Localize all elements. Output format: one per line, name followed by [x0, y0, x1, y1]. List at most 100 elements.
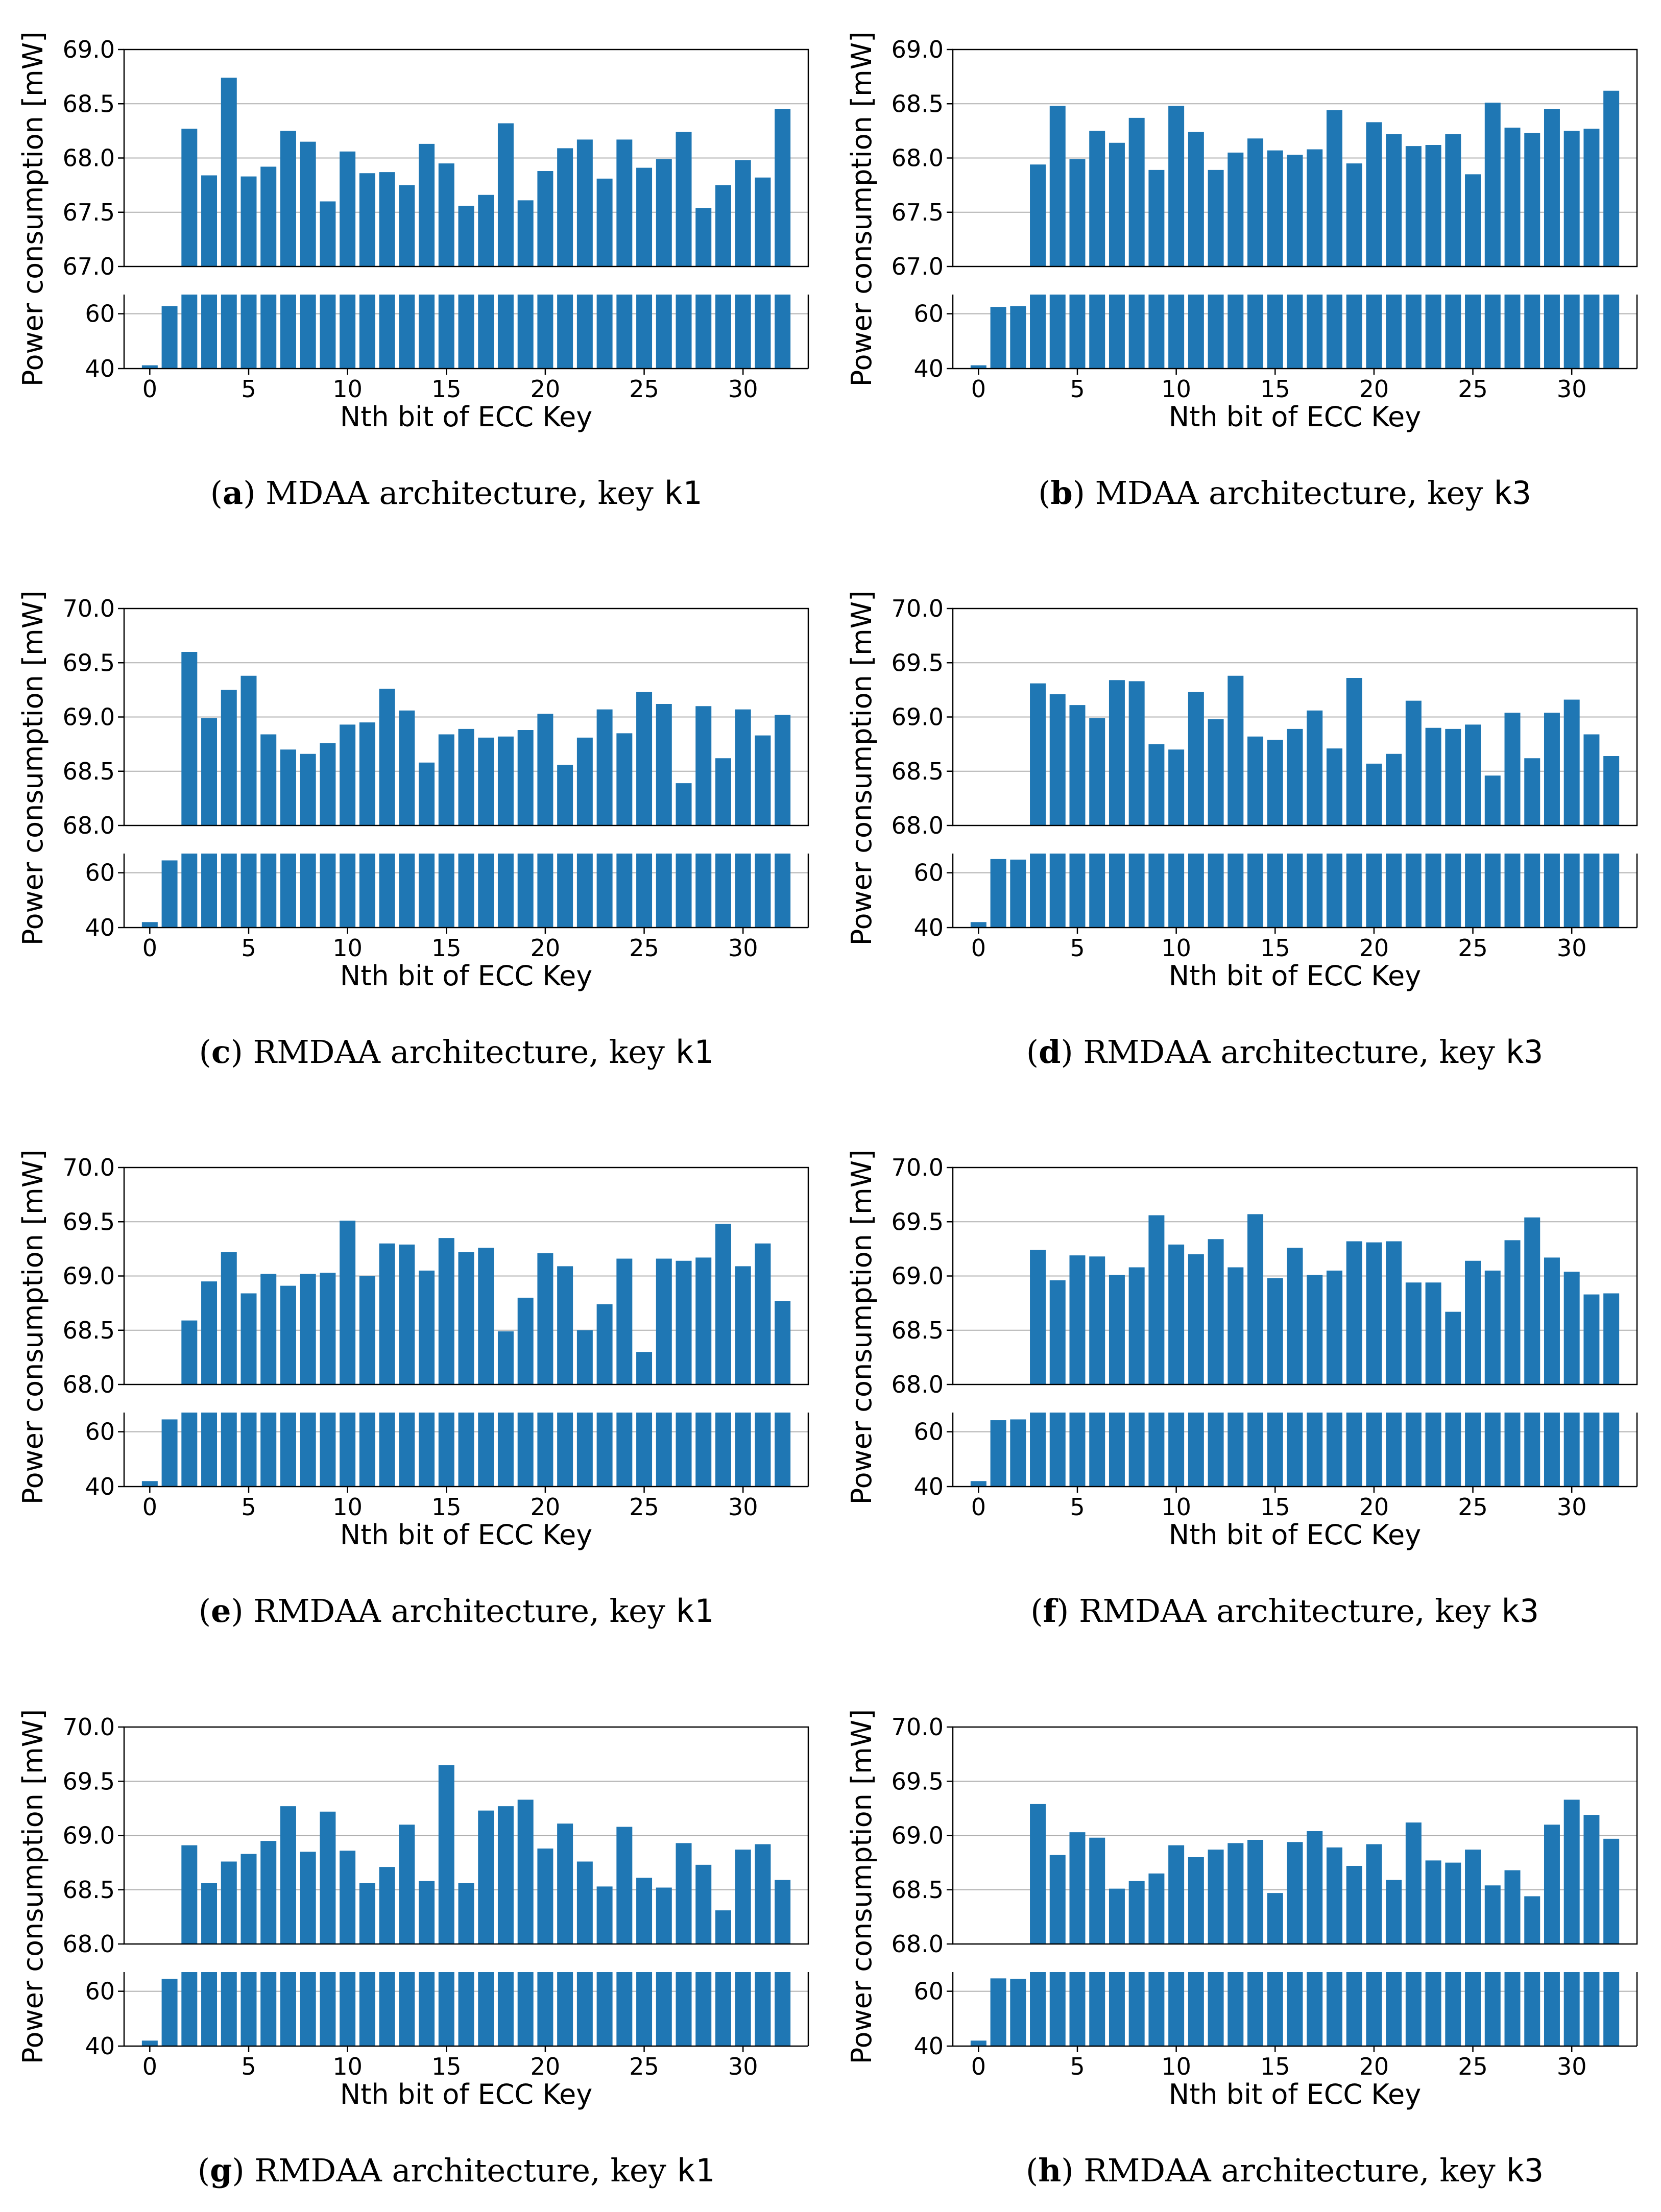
bar-lower — [755, 295, 771, 369]
bar-upper — [537, 1253, 553, 1384]
y-tick-label: 60 — [85, 859, 115, 887]
caption-letter: f — [1043, 1592, 1058, 1630]
bar-lower — [438, 1972, 454, 2046]
bar-upper — [399, 1244, 415, 1384]
bar-upper — [497, 1806, 514, 1944]
x-tick-label: 5 — [1070, 375, 1085, 403]
bar-lower — [1425, 1972, 1441, 2046]
bar-lower — [161, 1419, 178, 1487]
bar-upper — [1544, 109, 1560, 266]
bar-upper — [1603, 1838, 1620, 1944]
bar-lower — [1030, 295, 1046, 369]
bar-lower — [1307, 854, 1323, 928]
bar-upper — [399, 185, 415, 266]
x-tick-label: 15 — [1260, 1493, 1290, 1521]
bar-upper — [557, 765, 573, 825]
bar-upper — [596, 1886, 613, 1944]
bar-lower — [1069, 854, 1086, 928]
bar-lower — [735, 1413, 751, 1487]
bar-upper — [1465, 724, 1481, 825]
bar-lower — [676, 295, 692, 369]
bar-upper — [735, 709, 751, 825]
chart-panel-d: 68.0 68.5 69.0 69.5 70.0 40 60 0 5 10 15 20 25 30 Nth … — [846, 591, 1638, 1071]
bar-upper — [1366, 763, 1382, 825]
bar-lower — [656, 1972, 672, 2046]
subfigure-caption: (a) MDAA architecture, key k1 — [210, 474, 702, 512]
bar-lower — [1307, 1413, 1323, 1487]
bar-lower — [438, 1413, 454, 1487]
bar-upper — [1188, 1857, 1204, 1944]
bar-upper — [1030, 1804, 1046, 1944]
bar-upper — [775, 109, 791, 266]
x-tick-label: 15 — [1260, 375, 1290, 403]
y-tick-label: 40 — [913, 2032, 944, 2060]
chart-panel-c: 68.0 68.5 69.0 69.5 70.0 40 60 0 5 10 15 20 25 30 Nth … — [17, 591, 809, 1071]
bar-upper — [438, 1765, 454, 1944]
bar-lower — [1445, 1413, 1461, 1487]
bar-upper — [1563, 131, 1580, 266]
bar-upper — [775, 1301, 791, 1384]
bar-upper — [616, 139, 633, 266]
bar-lower — [1089, 1972, 1105, 2046]
bar-upper — [438, 1238, 454, 1384]
bar-lower — [1346, 1413, 1362, 1487]
caption-open-paren: ( — [199, 1592, 211, 1630]
bar-lower — [1267, 1972, 1283, 2046]
bar-upper — [340, 1221, 356, 1384]
bar-lower — [478, 1972, 494, 2046]
bar-upper — [517, 200, 534, 266]
bar-lower — [596, 1413, 613, 1487]
bar-upper — [576, 737, 593, 825]
bar-lower — [1168, 1972, 1185, 2046]
x-tick-label: 10 — [1161, 375, 1191, 403]
bar-lower — [1049, 1413, 1066, 1487]
caption-key: k1 — [675, 1033, 713, 1071]
caption-open-paren: ( — [1026, 1033, 1039, 1071]
x-tick-label: 10 — [1161, 1493, 1191, 1521]
bar-lower — [715, 1972, 731, 2046]
bar-upper — [1425, 727, 1441, 825]
bar-upper — [1524, 1896, 1540, 1944]
bar-upper — [1583, 129, 1600, 266]
x-axis-label: Nth bit of ECC Key — [1169, 401, 1421, 433]
y-tick-label: 60 — [85, 1978, 115, 2005]
x-tick-label: 25 — [629, 1493, 659, 1521]
bar-upper — [636, 1352, 653, 1384]
bar-upper — [695, 1257, 712, 1384]
bar-lower — [1484, 295, 1501, 369]
y-tick-label: 40 — [85, 2032, 115, 2060]
bar-lower — [300, 295, 316, 369]
bar-lower — [161, 306, 178, 369]
bar-upper — [1307, 149, 1323, 266]
y-tick-label: 60 — [85, 1418, 115, 1446]
bar-upper — [379, 1243, 395, 1384]
bar-lower — [970, 2040, 986, 2046]
bar-upper — [1366, 1844, 1382, 1944]
y-axis-label: Power consumption [mW] — [846, 32, 878, 386]
bar-upper — [221, 690, 237, 825]
bar-upper — [1148, 1215, 1165, 1384]
x-tick-label: 10 — [332, 375, 363, 403]
bar-lower — [280, 295, 296, 369]
bar-lower — [1069, 1413, 1086, 1487]
bar-lower — [1544, 1972, 1560, 2046]
bar-lower — [1603, 1972, 1620, 2046]
bar-lower — [1366, 1972, 1382, 2046]
bar-lower — [1109, 295, 1125, 369]
bar-lower — [458, 1413, 474, 1487]
bar-upper — [576, 139, 593, 266]
x-tick-label: 15 — [431, 934, 462, 962]
y-tick-label: 60 — [913, 1418, 944, 1446]
bar-upper — [1445, 728, 1461, 825]
bar-upper — [1484, 103, 1501, 266]
bar-upper — [497, 123, 514, 266]
bar-lower — [478, 295, 494, 369]
caption-text: ) MDAA architecture, key — [243, 474, 663, 512]
bar-lower — [616, 1413, 633, 1487]
caption-letter: d — [1039, 1033, 1061, 1071]
bar-lower — [320, 295, 336, 369]
bar-upper — [1168, 749, 1185, 825]
bar-lower — [1405, 1972, 1422, 2046]
bar-upper — [1227, 1267, 1244, 1384]
bar-lower — [537, 1413, 553, 1487]
